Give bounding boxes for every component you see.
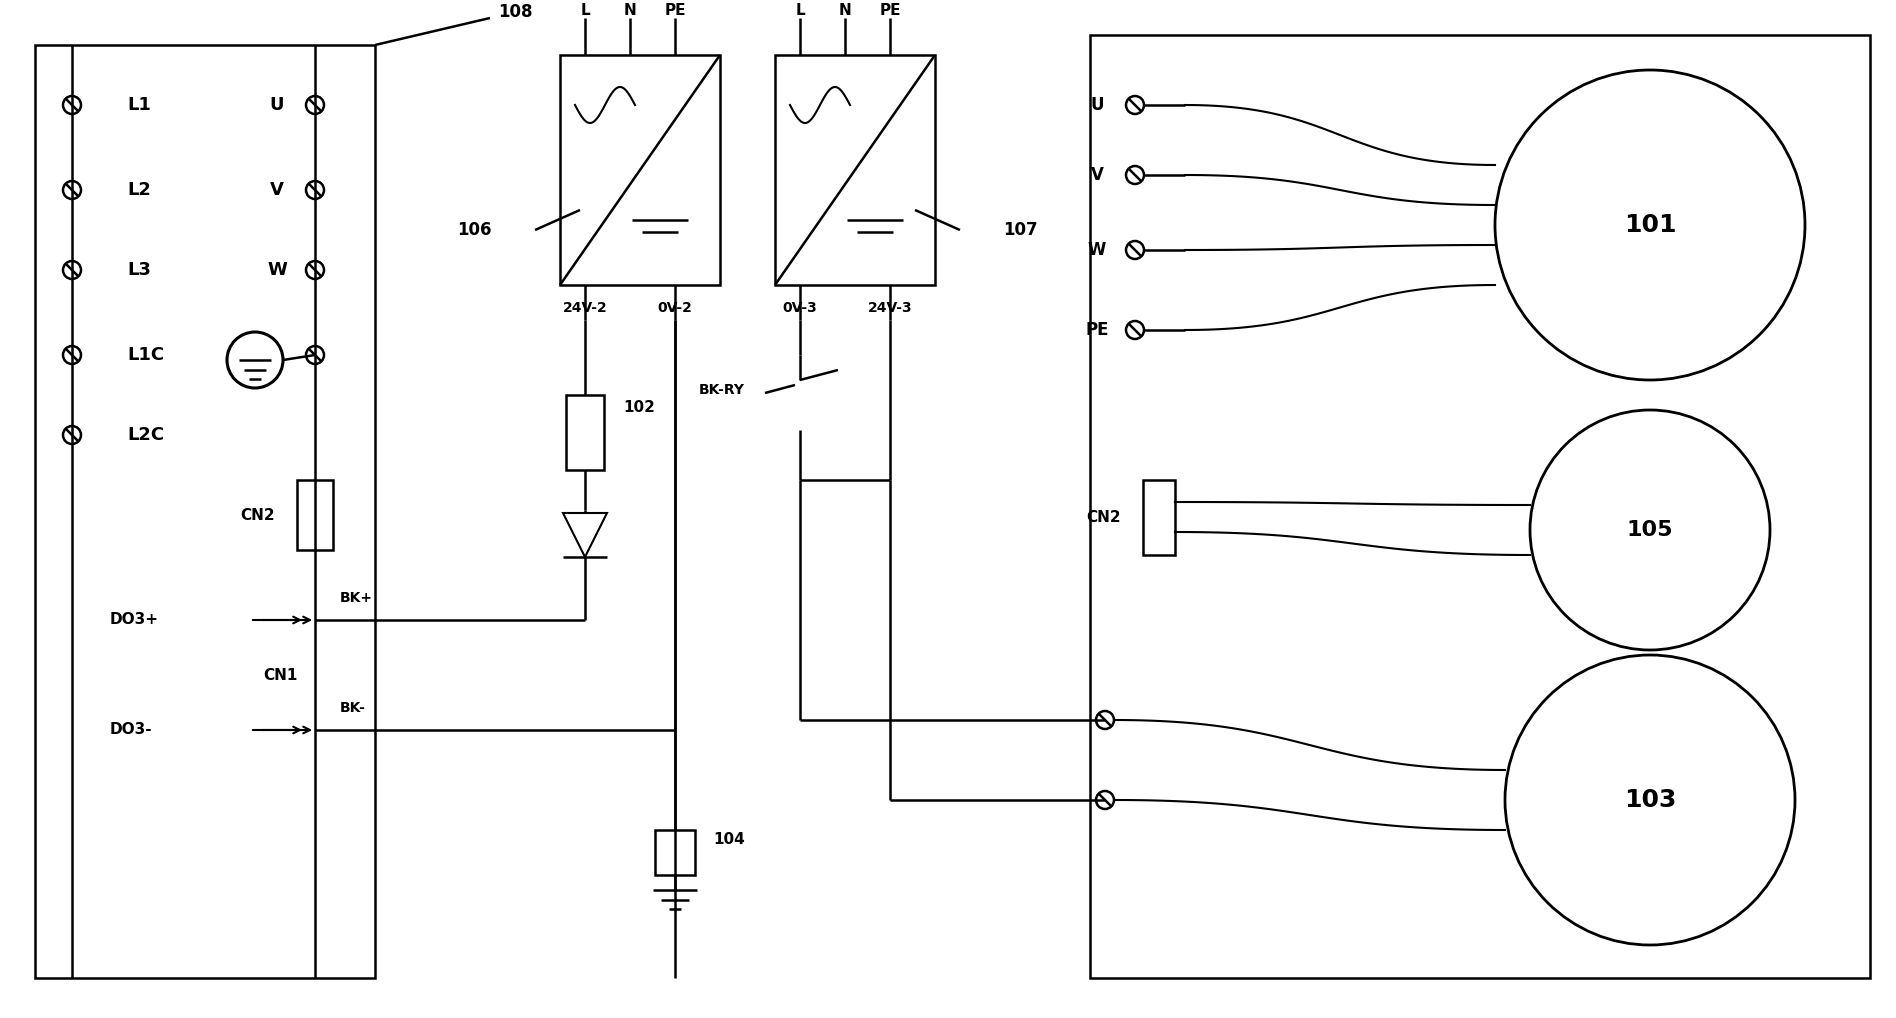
Circle shape xyxy=(305,96,324,114)
Bar xyxy=(775,55,935,285)
Circle shape xyxy=(1126,96,1143,114)
Text: L: L xyxy=(794,2,804,17)
Circle shape xyxy=(1505,655,1796,945)
Circle shape xyxy=(63,426,82,444)
Text: 101: 101 xyxy=(1623,213,1676,237)
Text: U: U xyxy=(1090,96,1103,114)
Circle shape xyxy=(63,261,82,279)
Circle shape xyxy=(63,181,82,199)
Text: U: U xyxy=(269,96,284,114)
Text: 24V-2: 24V-2 xyxy=(563,301,607,315)
Text: 105: 105 xyxy=(1627,520,1674,540)
Circle shape xyxy=(63,346,82,364)
Bar xyxy=(1090,35,1869,978)
Circle shape xyxy=(63,96,82,114)
Text: BK+: BK+ xyxy=(339,591,374,605)
Bar xyxy=(298,480,334,550)
Text: 24V-3: 24V-3 xyxy=(868,301,912,315)
Text: N: N xyxy=(838,2,851,17)
Text: L: L xyxy=(580,2,590,17)
Circle shape xyxy=(1126,241,1143,259)
Text: 0V-2: 0V-2 xyxy=(658,301,692,315)
Text: L1C: L1C xyxy=(127,346,165,364)
Text: 103: 103 xyxy=(1623,788,1676,812)
Text: DO3+: DO3+ xyxy=(110,613,159,627)
Text: PE: PE xyxy=(1085,321,1109,339)
Text: 0V-3: 0V-3 xyxy=(783,301,817,315)
Circle shape xyxy=(1126,321,1143,339)
Bar xyxy=(34,45,375,978)
Text: L1: L1 xyxy=(127,96,152,114)
Text: V: V xyxy=(1090,166,1103,184)
Bar xyxy=(654,830,696,875)
Text: 104: 104 xyxy=(713,833,745,848)
Text: PE: PE xyxy=(664,2,686,17)
Text: V: V xyxy=(269,181,284,199)
Circle shape xyxy=(1126,166,1143,184)
Text: CN1: CN1 xyxy=(264,668,298,682)
Text: CN2: CN2 xyxy=(1086,509,1121,524)
Text: W: W xyxy=(267,261,286,279)
Text: BK-: BK- xyxy=(339,701,366,715)
Text: 107: 107 xyxy=(1003,221,1037,239)
Text: PE: PE xyxy=(880,2,901,17)
Text: DO3-: DO3- xyxy=(110,723,152,737)
Circle shape xyxy=(305,261,324,279)
Text: L2: L2 xyxy=(127,181,152,199)
Bar xyxy=(1143,480,1176,555)
Circle shape xyxy=(305,181,324,199)
Text: L2C: L2C xyxy=(127,426,165,444)
Text: 106: 106 xyxy=(457,221,491,239)
Text: BK-RY: BK-RY xyxy=(700,383,745,397)
Text: CN2: CN2 xyxy=(241,508,275,522)
Bar xyxy=(567,395,605,470)
Text: 102: 102 xyxy=(624,399,654,414)
Circle shape xyxy=(1496,70,1805,380)
Text: N: N xyxy=(624,2,637,17)
Text: L3: L3 xyxy=(127,261,152,279)
Circle shape xyxy=(305,346,324,364)
Circle shape xyxy=(1096,711,1115,729)
Circle shape xyxy=(1530,410,1771,651)
Bar xyxy=(559,55,720,285)
Circle shape xyxy=(228,332,283,388)
Text: 108: 108 xyxy=(499,3,533,21)
Text: W: W xyxy=(1088,241,1105,259)
Circle shape xyxy=(1096,791,1115,809)
